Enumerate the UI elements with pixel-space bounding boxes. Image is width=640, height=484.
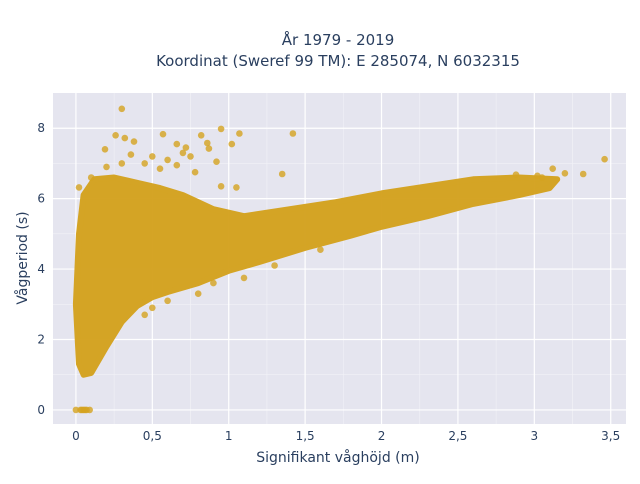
data-point (118, 105, 126, 113)
chart-title-line1: År 1979 - 2019 (282, 30, 395, 49)
y-tick-label: 4 (37, 262, 45, 276)
data-point (159, 130, 167, 138)
data-point (182, 144, 190, 151)
data-points (72, 105, 608, 414)
y-tick-label: 0 (37, 403, 45, 417)
x-axis-label: Signifikant våghöjd (m) (256, 449, 419, 466)
data-point (127, 151, 135, 158)
data-point (534, 172, 541, 180)
data-point (121, 134, 129, 142)
y-axis-ticks: 0 2 4 6 8 (37, 121, 45, 417)
x-tick-label: 3,5 (601, 429, 620, 443)
data-point (179, 149, 187, 157)
chart-title-line2: Koordinat (Sweref 99 TM): E 285074, N 60… (156, 52, 520, 70)
data-point (579, 170, 587, 178)
data-point (101, 146, 109, 153)
data-point (210, 279, 217, 287)
data-point (236, 130, 243, 137)
y-tick-label: 2 (37, 332, 45, 346)
data-point (549, 165, 556, 172)
data-point (278, 170, 286, 178)
data-point (561, 170, 569, 177)
x-tick-label: 1,5 (296, 429, 315, 443)
data-point (191, 168, 199, 176)
data-point (103, 163, 110, 171)
y-tick-label: 8 (37, 121, 45, 135)
data-point (149, 153, 156, 160)
data-point (217, 183, 225, 190)
data-point (81, 406, 89, 414)
data-point (240, 274, 248, 282)
data-point (164, 156, 171, 164)
data-point (194, 290, 202, 298)
data-point (149, 304, 156, 312)
data-point (204, 139, 211, 147)
data-point (601, 155, 608, 163)
data-point (217, 125, 225, 133)
y-axis-label: Vågperiod (s) (14, 211, 31, 304)
data-point (233, 184, 240, 191)
data-point (141, 311, 148, 319)
data-point (271, 262, 278, 269)
data-point (317, 246, 324, 253)
data-point (118, 160, 126, 167)
data-point (87, 174, 95, 181)
data-point (156, 165, 164, 172)
x-tick-label: 2 (378, 429, 386, 443)
y-tick-label: 6 (37, 192, 45, 206)
data-point (86, 406, 93, 414)
data-point (173, 140, 181, 148)
data-point (164, 297, 171, 305)
data-point (289, 130, 297, 137)
data-point (187, 153, 194, 160)
data-point (173, 161, 181, 169)
data-point (112, 132, 119, 139)
x-tick-label: 3 (530, 429, 538, 443)
data-point (72, 406, 80, 414)
x-tick-label: 0 (72, 429, 80, 443)
data-point (512, 171, 520, 178)
data-point (130, 138, 138, 145)
x-tick-label: 2,5 (448, 429, 467, 443)
x-tick-label: 0,5 (143, 429, 162, 443)
x-tick-label: 1 (225, 429, 233, 443)
data-point (141, 160, 148, 167)
data-point (228, 140, 236, 148)
data-point (75, 184, 83, 191)
data-point (205, 145, 213, 152)
x-axis-ticks: 0 0,5 1 1,5 2 2,5 3 3,5 (72, 429, 620, 443)
dense-point-cloud (72, 174, 561, 378)
data-point (213, 158, 220, 165)
data-point (197, 132, 205, 139)
